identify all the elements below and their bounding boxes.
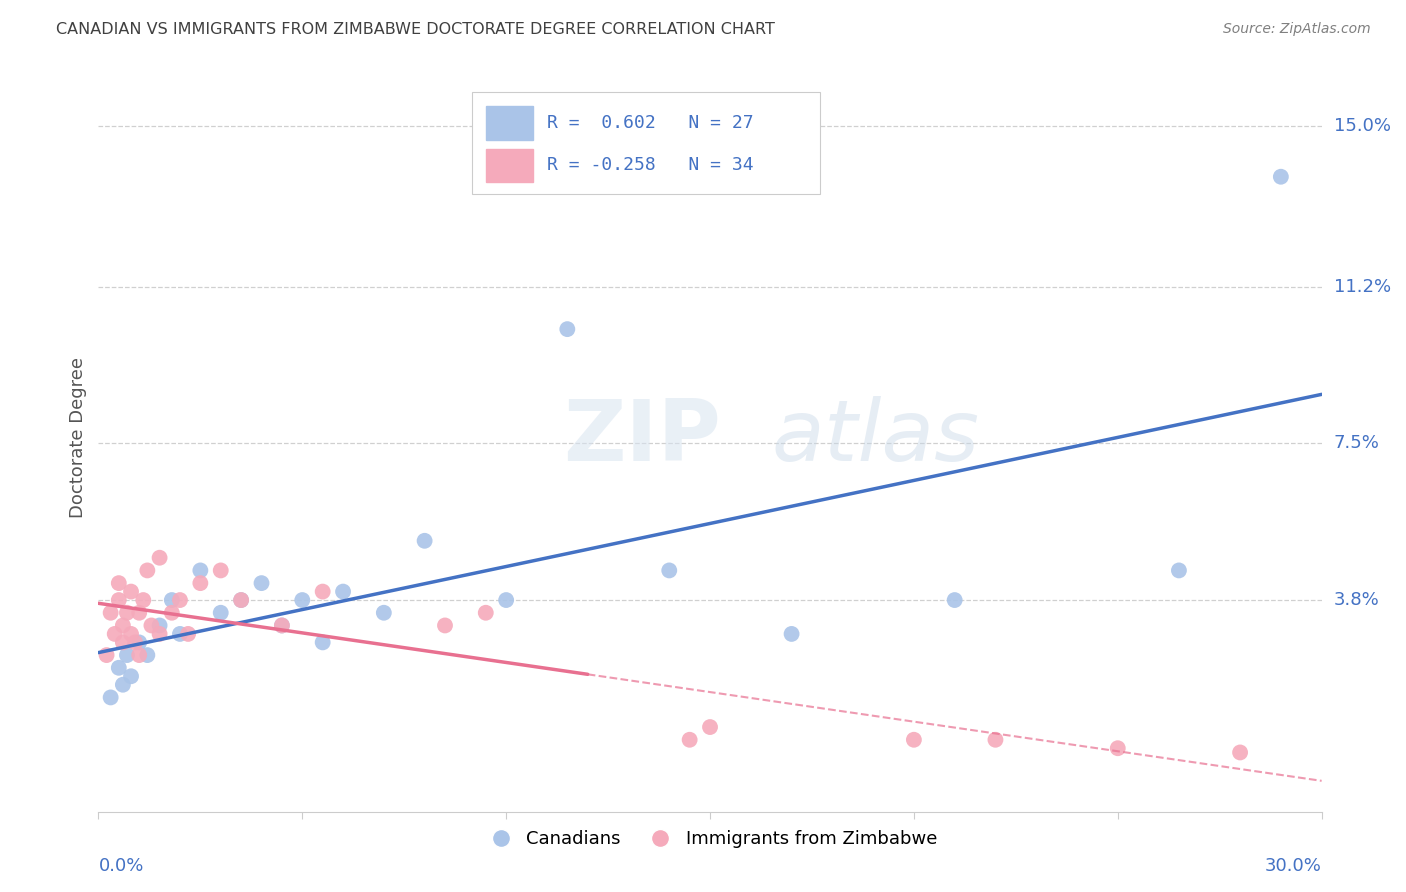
Text: 30.0%: 30.0%	[1265, 856, 1322, 875]
Point	[100, 690, 122, 705]
Point	[984, 732, 1007, 747]
Point	[120, 669, 142, 683]
Point	[1270, 169, 1292, 184]
Point	[104, 627, 127, 641]
Point	[141, 618, 163, 632]
Text: atlas: atlas	[772, 395, 979, 479]
Point	[209, 606, 232, 620]
Point	[943, 593, 966, 607]
Point	[149, 627, 172, 641]
Point	[231, 593, 253, 607]
Point	[495, 593, 517, 607]
Point	[373, 606, 395, 620]
Text: 15.0%: 15.0%	[1334, 117, 1391, 135]
FancyBboxPatch shape	[471, 93, 820, 194]
Point	[115, 606, 138, 620]
Point	[149, 550, 172, 565]
Text: 7.5%: 7.5%	[1334, 434, 1379, 452]
Point	[108, 661, 131, 675]
Text: 0.0%: 0.0%	[98, 856, 143, 875]
Point	[679, 732, 702, 747]
Point	[658, 563, 681, 577]
Point	[291, 593, 314, 607]
Point	[136, 648, 159, 662]
Point	[120, 627, 142, 641]
Point	[312, 584, 335, 599]
Text: Source: ZipAtlas.com: Source: ZipAtlas.com	[1223, 22, 1371, 37]
Point	[128, 635, 150, 649]
Point	[555, 322, 579, 336]
Text: CANADIAN VS IMMIGRANTS FROM ZIMBABWE DOCTORATE DEGREE CORRELATION CHART: CANADIAN VS IMMIGRANTS FROM ZIMBABWE DOC…	[56, 22, 775, 37]
Point	[149, 618, 172, 632]
Point	[111, 618, 134, 632]
Point	[209, 563, 232, 577]
Point	[132, 593, 155, 607]
Point	[1229, 746, 1251, 760]
Text: 3.8%: 3.8%	[1334, 591, 1379, 609]
Point	[136, 563, 159, 577]
Point	[108, 576, 131, 591]
Point	[188, 563, 212, 577]
FancyBboxPatch shape	[486, 149, 533, 182]
Legend: Canadians, Immigrants from Zimbabwe: Canadians, Immigrants from Zimbabwe	[475, 822, 945, 855]
Point	[160, 606, 183, 620]
Text: R = -0.258   N = 34: R = -0.258 N = 34	[547, 156, 754, 174]
Text: 11.2%: 11.2%	[1334, 277, 1391, 296]
Point	[332, 584, 354, 599]
Point	[188, 576, 212, 591]
Point	[780, 627, 803, 641]
Point	[474, 606, 498, 620]
Point	[124, 635, 146, 649]
Point	[96, 648, 118, 662]
Point	[413, 533, 436, 548]
Point	[177, 627, 200, 641]
Text: ZIP: ZIP	[564, 395, 721, 479]
Text: R =  0.602   N = 27: R = 0.602 N = 27	[547, 114, 754, 132]
Point	[699, 720, 721, 734]
Point	[231, 593, 253, 607]
Point	[169, 593, 191, 607]
Point	[115, 648, 138, 662]
Y-axis label: Doctorate Degree: Doctorate Degree	[69, 357, 87, 517]
Point	[100, 606, 122, 620]
Point	[111, 678, 134, 692]
Point	[270, 618, 294, 632]
Point	[250, 576, 273, 591]
Point	[111, 635, 134, 649]
Point	[312, 635, 335, 649]
Point	[433, 618, 456, 632]
Point	[169, 627, 191, 641]
Point	[1107, 741, 1129, 756]
Point	[128, 606, 150, 620]
Point	[1167, 563, 1189, 577]
Point	[108, 593, 131, 607]
FancyBboxPatch shape	[486, 106, 533, 140]
Point	[120, 584, 142, 599]
Point	[270, 618, 294, 632]
Point	[160, 593, 183, 607]
Point	[128, 648, 150, 662]
Point	[903, 732, 925, 747]
